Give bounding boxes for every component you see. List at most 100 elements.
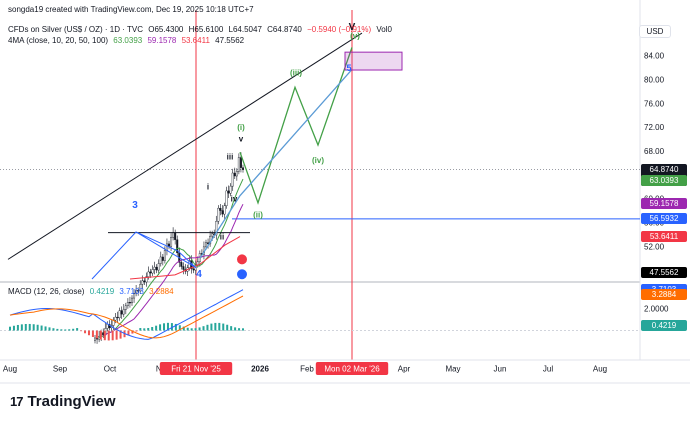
- macd-hist-bar: [135, 330, 138, 332]
- wave-label: v: [239, 134, 244, 143]
- symbol-line[interactable]: CFDs on Silver (US$ / OZ) · 1D · TVC O65…: [8, 25, 395, 34]
- candle-body: [157, 263, 160, 271]
- macd-hist-bar: [238, 328, 241, 331]
- macd-hist-bar: [80, 330, 83, 332]
- price-tag: 56.5932: [641, 213, 687, 225]
- change-value: −0.5940 (−0.91%): [307, 25, 372, 34]
- triangle-pattern: [91, 231, 197, 280]
- candle-body: [161, 256, 164, 261]
- macd-panel: [0, 289, 640, 341]
- candle-body: [153, 266, 156, 270]
- macd-hist-bar: [202, 326, 205, 331]
- ma4-value: 47.5562: [215, 36, 245, 45]
- candle-body: [163, 250, 166, 261]
- ma3-line: [129, 236, 241, 280]
- wave-label: 3: [132, 200, 138, 211]
- candle-body: [231, 172, 234, 187]
- macd-hist-bar: [139, 328, 142, 331]
- price-tag: 63.0393: [641, 175, 687, 187]
- candle-body: [118, 310, 121, 318]
- macd-hist-bar: [230, 326, 233, 331]
- macd-hist-bar: [111, 330, 114, 341]
- wave-label: ii: [220, 233, 224, 242]
- macd-hist-bar: [103, 330, 106, 341]
- candle-body: [165, 243, 168, 251]
- event-icon: [237, 254, 247, 265]
- ma1-value: 63.0393: [113, 36, 143, 45]
- macd-hist-bar: [84, 330, 87, 334]
- macd-legend[interactable]: MACD (12, 26, close) 0.4219 3.7103 3.288…: [8, 287, 177, 296]
- candle-body: [172, 232, 175, 238]
- wave-label: (ii): [253, 211, 263, 220]
- macd-hist-bar: [36, 324, 39, 331]
- creator-text: songda19 created with TradingView.com, D…: [8, 5, 254, 14]
- candle-body: [227, 190, 230, 194]
- price-tick-label: 76.00: [644, 99, 665, 108]
- candle-body: [128, 302, 131, 304]
- candle-body: [155, 266, 158, 271]
- macd-hist-bar: [143, 328, 146, 331]
- candle-body: [139, 284, 142, 292]
- macd-hist-bar: [163, 323, 166, 331]
- ohlc-high: H65.6100: [188, 25, 224, 34]
- candle-body: [170, 237, 173, 247]
- candle-body: [196, 261, 199, 265]
- candle-body: [159, 256, 162, 264]
- macd-hist-bar: [127, 330, 130, 336]
- macd-line: [9, 289, 244, 340]
- price-tag-value: 64.8740: [649, 165, 679, 175]
- macd-label[interactable]: MACD (12, 26, close): [8, 287, 85, 296]
- candle-body: [167, 243, 170, 247]
- wave-label: iv: [231, 195, 238, 204]
- ohlc-close: C64.8740: [267, 25, 302, 34]
- candle-body: [120, 310, 123, 315]
- candle-body: [237, 157, 240, 172]
- macd-tick-label: 2.0000: [644, 304, 669, 313]
- macd-hist-bar: [194, 328, 197, 331]
- candle-body: [180, 262, 183, 267]
- symbol-title[interactable]: CFDs on Silver (US$ / OZ) · 1D · TVC: [8, 25, 143, 34]
- macd-hist-bar: [182, 326, 185, 331]
- candle-body: [124, 305, 127, 310]
- macd-hist-bar: [12, 325, 15, 331]
- wave-label: V: [349, 22, 356, 33]
- candle-body: [235, 171, 238, 177]
- macd-hist-value: 0.4219: [89, 287, 115, 296]
- candle-body: [145, 276, 148, 283]
- macd-line-value: 3.7103: [119, 287, 144, 296]
- wave-label: 4: [196, 269, 202, 280]
- candle-body: [217, 207, 220, 222]
- macd-hist-bar: [44, 326, 47, 331]
- macd-hist-bar: [91, 330, 94, 337]
- candle-body: [229, 185, 232, 194]
- macd-hist-bar: [147, 327, 150, 331]
- candle-body: [143, 280, 146, 283]
- time-tick-label: Jun: [494, 365, 507, 374]
- macd-hist-bar: [151, 327, 154, 331]
- macd-hist-bar: [52, 328, 55, 331]
- tradingview-glyph-icon: 17: [10, 394, 24, 409]
- time-tick-label: Sep: [53, 365, 68, 374]
- macd-hist-bar: [210, 323, 213, 331]
- date-tag-bg: [315, 362, 389, 375]
- ma-label[interactable]: 4MA (close, 10, 20, 50, 100): [8, 36, 109, 45]
- macd-hist-bar: [190, 328, 193, 331]
- ma-legend[interactable]: 4MA (close, 10, 20, 50, 100) 63.0393 59.…: [8, 36, 247, 45]
- candle-body: [211, 233, 214, 237]
- candle-body: [182, 266, 185, 270]
- ma1-line: [98, 178, 244, 339]
- macd-hist-bar: [72, 328, 75, 331]
- candle-body: [93, 337, 96, 341]
- macd-hist-bar: [60, 329, 63, 331]
- time-tick-label: Aug: [593, 365, 607, 374]
- candle-body: [141, 280, 144, 285]
- currency-button[interactable]: USD: [639, 25, 671, 38]
- tradingview-wordmark: TradingView: [27, 393, 116, 410]
- macd-hist-bar: [32, 324, 35, 331]
- tradingview-logo[interactable]: 17 TradingView: [10, 393, 116, 410]
- signal-line: [9, 295, 244, 339]
- candle-body: [223, 205, 226, 215]
- macd-hist-bar: [99, 330, 102, 340]
- wave-label: (i): [237, 123, 245, 132]
- candle-body: [147, 271, 150, 277]
